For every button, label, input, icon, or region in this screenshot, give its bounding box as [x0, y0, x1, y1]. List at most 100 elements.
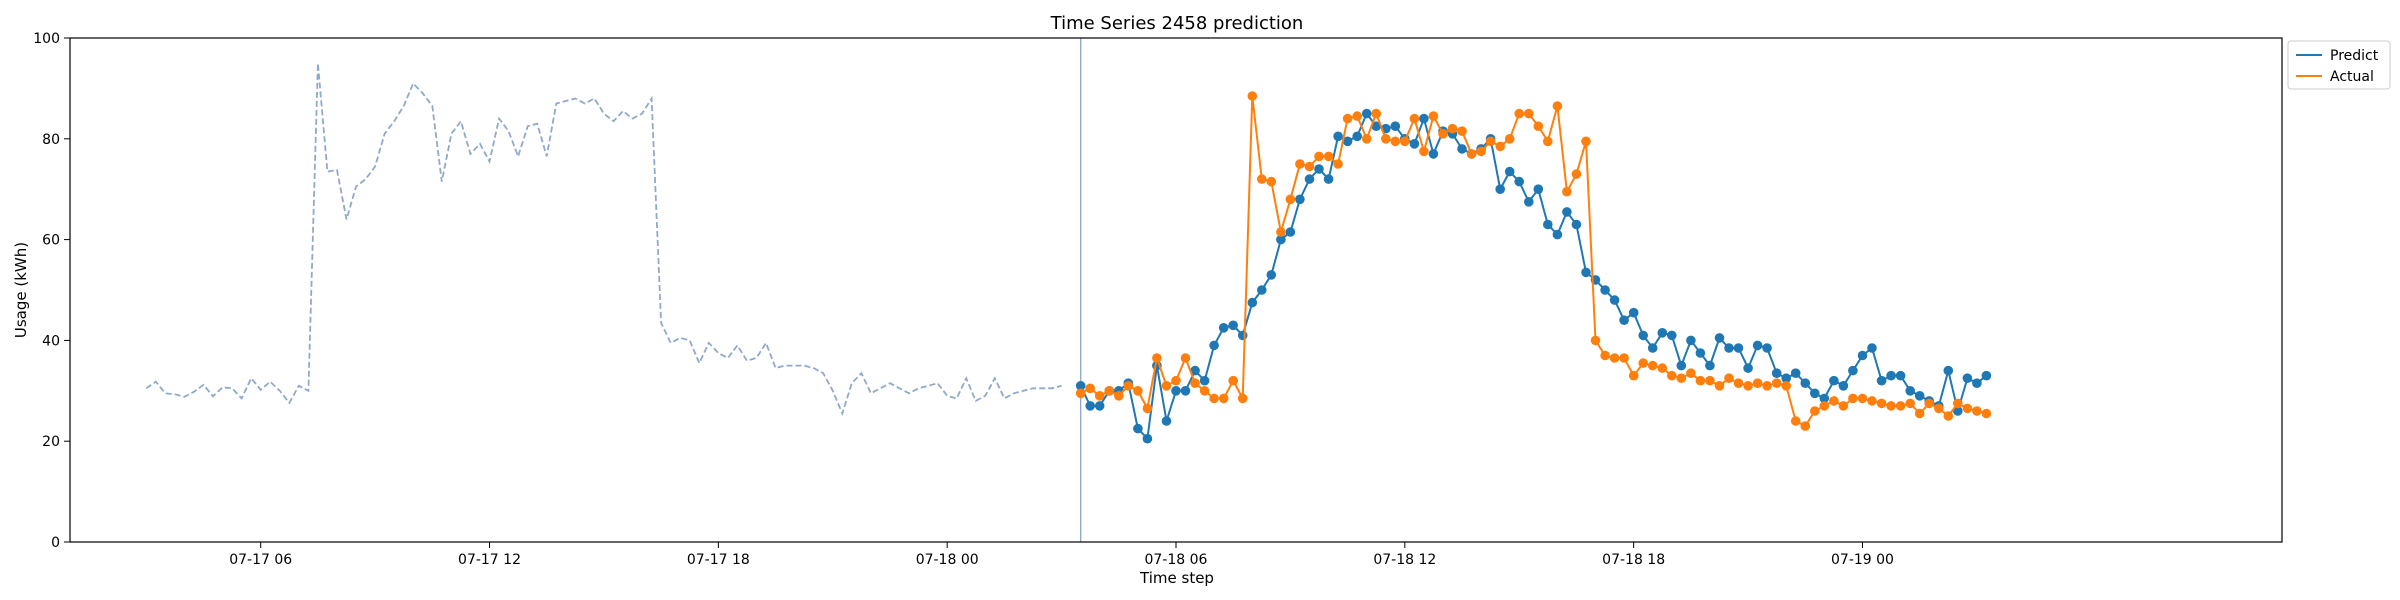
predict-data-point — [1323, 174, 1334, 184]
actual-data-point — [1438, 129, 1448, 139]
actual-data-point — [1619, 353, 1629, 363]
x-tick-label: 07-17 12 — [458, 552, 521, 568]
predict-data-point — [1180, 386, 1191, 396]
actual-data-point — [1790, 416, 1801, 426]
predict-data-point — [1266, 270, 1277, 280]
x-tick-label: 07-17 06 — [229, 552, 292, 568]
y-tick-label: 40 — [42, 333, 60, 349]
actual-data-point — [1075, 388, 1086, 399]
actual-data-point — [1323, 151, 1334, 162]
actual-data-point — [1266, 176, 1277, 187]
actual-data-point — [1867, 396, 1877, 406]
legend-label: Actual — [2330, 69, 2374, 85]
actual-data-point — [1724, 373, 1734, 384]
predict-data-point — [1733, 343, 1744, 353]
predict-data-point — [1714, 333, 1725, 343]
actual-data-point — [1943, 411, 1954, 421]
predict-data-point — [1829, 375, 1839, 386]
actual-data-point — [1819, 401, 1830, 411]
actual-data-point — [1524, 108, 1534, 119]
predict-data-point — [1695, 348, 1706, 358]
predict-data-point — [1457, 144, 1467, 154]
actual-data-point — [1123, 381, 1134, 391]
predict-data-point — [1667, 330, 1677, 341]
predict-data-point — [1810, 388, 1820, 399]
actual-data-point — [1199, 386, 1210, 396]
x-tick-label: 07-17 18 — [687, 552, 750, 568]
actual-data-point — [1457, 126, 1467, 136]
x-tick-label: 07-18 00 — [916, 552, 979, 568]
x-axis: 07-17 06 07-17 12 07-17 18 07-18 00 07-18 06… — [229, 542, 1894, 568]
x-tick-label: 07-19 00 — [1831, 552, 1894, 568]
actual-data-point — [1571, 169, 1582, 179]
y-axis-title: Usage (kWh) — [12, 242, 30, 338]
actual-data-point — [1485, 136, 1496, 147]
predict-data-point — [1304, 174, 1315, 184]
predict-data-point — [1228, 320, 1238, 331]
x-tick-label: 07-18 18 — [1602, 552, 1665, 568]
predict-data-point — [1962, 373, 1973, 384]
predict-data-point — [1676, 360, 1687, 371]
actual-data-point — [1695, 375, 1706, 386]
plot-area — [145, 38, 1992, 542]
predict-data-point — [1819, 393, 1830, 404]
predict-data-point — [1638, 330, 1648, 341]
predict-data-point — [1543, 219, 1553, 230]
predict-data-point — [1943, 365, 1954, 376]
predict-data-point — [1705, 360, 1715, 371]
y-tick-label: 20 — [42, 434, 60, 450]
actual-data-point — [1428, 111, 1439, 121]
actual-data-point — [1705, 375, 1715, 386]
actual-data-point — [1371, 108, 1381, 119]
actual-data-point — [1390, 136, 1401, 147]
actual-data-point — [1514, 108, 1524, 119]
actual-data-point — [1647, 360, 1658, 371]
predict-data-point — [1094, 401, 1105, 411]
actual-data-point — [1876, 398, 1887, 409]
actual-data-point — [1533, 121, 1544, 131]
predict-data-point — [1495, 184, 1505, 194]
actual-data-point — [1466, 149, 1477, 159]
predict-data-point — [1953, 406, 1963, 416]
y-tick-label: 60 — [42, 233, 60, 249]
actual-data-point — [1495, 141, 1505, 152]
actual-data-point — [1714, 381, 1725, 391]
actual-data-point — [1781, 381, 1791, 391]
predict-data-point — [1257, 285, 1267, 295]
predict-data-point — [1199, 375, 1210, 386]
predict-data-point — [1075, 381, 1086, 391]
actual-data-point — [1228, 375, 1238, 386]
actual-data-point — [1676, 373, 1687, 384]
predict-data-point — [1609, 295, 1620, 305]
y-tick-label: 0 — [51, 535, 60, 551]
predict-data-point — [1237, 330, 1248, 341]
actual-data-point — [1752, 378, 1763, 389]
actual-data-point — [1733, 378, 1744, 389]
predict-data-point — [1600, 285, 1610, 295]
predict-data-point — [1514, 176, 1524, 187]
actual-data-point — [1686, 368, 1696, 379]
predict-data-point — [1781, 373, 1791, 384]
actual-data-point — [1114, 391, 1124, 401]
x-tick-label: 07-18 06 — [1145, 552, 1208, 568]
predict-data-point — [1743, 363, 1753, 373]
y-tick-label: 100 — [33, 31, 60, 47]
actual-data-point — [1895, 401, 1906, 411]
predict-data-point — [1771, 368, 1782, 379]
actual-data-point — [1562, 186, 1572, 197]
predict-data-point — [1838, 381, 1849, 391]
predict-data-point — [1857, 350, 1868, 361]
actual-data-point — [1905, 398, 1915, 409]
actual-data-point — [1771, 378, 1782, 389]
actual-data-point — [1352, 111, 1362, 121]
predict-data-point — [1361, 108, 1372, 119]
predict-data-point — [1295, 194, 1305, 205]
legend: Predict Actual — [2287, 40, 2391, 90]
predict-data-point — [1428, 149, 1439, 159]
actual-data-point — [1972, 406, 1982, 416]
predict-data-point — [1848, 365, 1858, 376]
actual-data-point — [1142, 403, 1153, 414]
predict-data-point — [1790, 368, 1801, 379]
history-line — [145, 63, 1062, 417]
